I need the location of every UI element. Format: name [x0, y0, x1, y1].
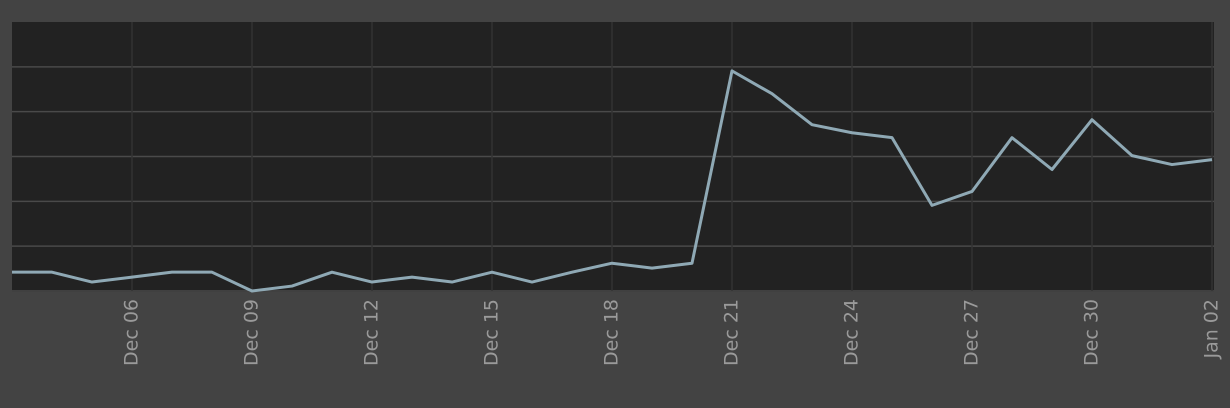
x-tick-label: Dec 30 — [1081, 299, 1103, 366]
line — [12, 69, 1213, 293]
x-tick-label: Dec 24 — [841, 299, 863, 366]
x-tick-label: Dec 27 — [961, 299, 983, 366]
x-tick-label: Dec 15 — [481, 299, 503, 366]
x-tick-label: Jan 02 — [1201, 299, 1223, 360]
x-tick-label: Dec 12 — [361, 299, 383, 366]
x-tick-label: Dec 06 — [121, 299, 143, 366]
x-tick-label: Dec 21 — [721, 299, 743, 366]
x-tick-label: Dec 18 — [601, 299, 623, 366]
x-tick-label: Dec 09 — [241, 299, 263, 366]
